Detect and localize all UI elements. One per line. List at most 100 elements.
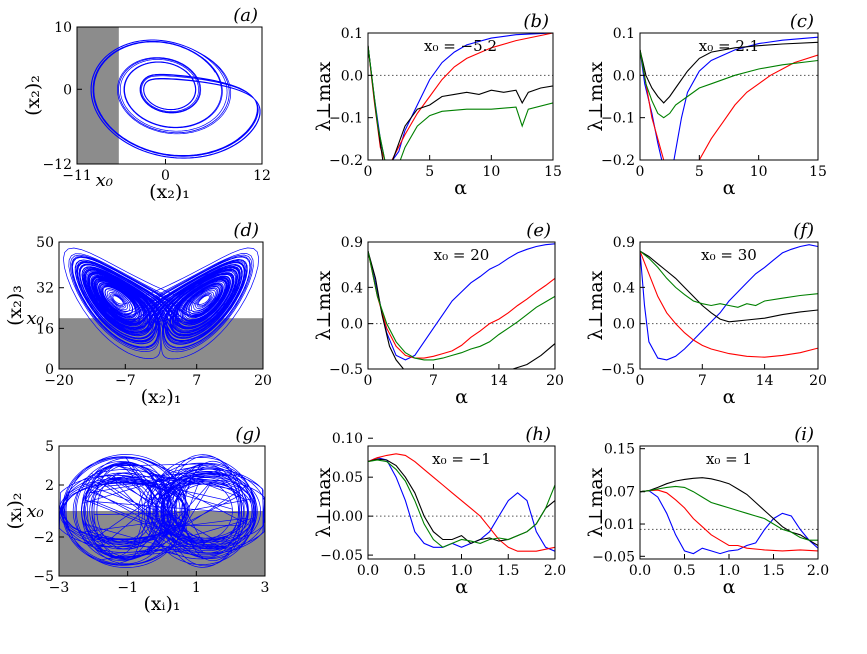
x-tick-label: 0 bbox=[636, 164, 645, 180]
panel-b: x₀ = −5.2 0 5 10 15 0.1 0.0 −0.1 −0.2 α λ⊥max (b) bbox=[313, 11, 562, 199]
x-tick-label: 5 bbox=[425, 164, 434, 180]
x-tick-label: 3 bbox=[261, 580, 270, 596]
panel-c: x₀ = 2.1 0 5 10 15 0.1 0.0 −0.1 −0.2 α λ⊥max (c) bbox=[585, 11, 827, 199]
panel-i: x₀ = 1 0.0 0.5 1.0 1.5 2.0 0.15 0.07 0.01 −0.05 α λ… bbox=[585, 424, 829, 598]
plot-area-d bbox=[59, 247, 263, 369]
panel-tag: (h) bbox=[525, 424, 551, 445]
y-tick-label: 0.10 bbox=[332, 431, 363, 447]
y-tick-label: −5 bbox=[33, 569, 54, 585]
plot-area-a bbox=[77, 27, 261, 164]
panel-tag: (a) bbox=[233, 5, 258, 26]
y-tick-label: 0.07 bbox=[604, 485, 635, 501]
x-tick-label: 14 bbox=[756, 373, 774, 389]
y-axis-label: λ⊥max bbox=[585, 467, 607, 537]
series-line-4 bbox=[640, 485, 818, 541]
y-tick-label: −2 bbox=[33, 530, 54, 546]
attractor-trajectory bbox=[90, 39, 261, 159]
shaded-region bbox=[77, 27, 119, 164]
x-tick-label: 0 bbox=[636, 373, 645, 389]
y-tick-label: 0.4 bbox=[341, 280, 363, 296]
series-line-3 bbox=[640, 477, 818, 546]
y-tick-label: 0.01 bbox=[604, 517, 635, 533]
y-tick-label: 0.9 bbox=[613, 235, 635, 251]
x0-annotation: x₀ = 2.1 bbox=[699, 37, 759, 55]
panel-a: x₀−11 0 12 10 0 −12 (x₂)₁ (x₂)₂ (a) bbox=[22, 5, 271, 203]
x-axis-label: α bbox=[723, 177, 736, 199]
y-tick-label: 0.4 bbox=[613, 280, 635, 296]
y-tick-label: 0.15 bbox=[604, 442, 635, 458]
series-line-4 bbox=[368, 459, 555, 548]
x-axis-label: α bbox=[455, 576, 468, 598]
x-tick-label: 0 bbox=[364, 164, 373, 180]
x-tick-label: 7 bbox=[429, 373, 438, 389]
panel-e: x₀ = 20 0 7 14 20 0.9 0.4 0.0 −0.5 α λ⊥max (e) bbox=[313, 220, 564, 408]
y-tick-label: 50 bbox=[36, 235, 54, 251]
x-tick-label: 1.0 bbox=[718, 563, 740, 579]
x0-annotation: x₀ = −5.2 bbox=[424, 37, 497, 55]
plot-area-e bbox=[368, 243, 555, 369]
y-tick-label: −0.05 bbox=[592, 549, 635, 565]
y-tick-label: −0.5 bbox=[601, 362, 635, 378]
x-tick-label: 1 bbox=[192, 580, 201, 596]
x-tick-label: 0 bbox=[364, 373, 373, 389]
series-line-2 bbox=[640, 49, 818, 160]
x-tick-label: 1.0 bbox=[450, 563, 472, 579]
x-tick-label: 7 bbox=[698, 373, 707, 389]
y-tick-label: 0 bbox=[63, 82, 72, 98]
axes-frame bbox=[367, 241, 556, 370]
x-axis-label: α bbox=[723, 576, 736, 598]
x-axis-label: (xᵢ)₁ bbox=[144, 593, 181, 615]
plot-area-c bbox=[640, 36, 818, 160]
axes-frame bbox=[58, 445, 266, 577]
x-tick-label: 0 bbox=[161, 168, 170, 184]
series-line-4 bbox=[368, 45, 553, 160]
y-tick-label: 0.0 bbox=[613, 317, 635, 333]
x-tick-label: 0.5 bbox=[404, 563, 426, 579]
x-tick-label: 20 bbox=[254, 373, 272, 389]
attractor-trajectory bbox=[59, 454, 265, 568]
y-tick-label: −0.1 bbox=[601, 111, 635, 127]
axes-frame bbox=[58, 241, 264, 370]
x-tick-label: −7 bbox=[115, 373, 136, 389]
x-tick-label: 0.0 bbox=[357, 563, 379, 579]
panel-tag: (f) bbox=[793, 220, 814, 241]
y-axis-label: (xᵢ)₂ bbox=[4, 493, 26, 530]
series-line-2 bbox=[640, 489, 818, 552]
y-axis-label: λ⊥max bbox=[313, 467, 335, 537]
x-tick-label: 15 bbox=[544, 164, 562, 180]
y-axis-label: (x₂)₂ bbox=[22, 75, 44, 116]
y-tick-label: 2 bbox=[45, 478, 54, 494]
y-tick-label: 0.1 bbox=[341, 26, 363, 42]
x-tick-label: 15 bbox=[809, 164, 827, 180]
x-tick-label: 1.5 bbox=[497, 563, 519, 579]
series-line-3 bbox=[368, 45, 553, 160]
panel-tag: (b) bbox=[523, 11, 549, 32]
plot-area-f bbox=[640, 244, 818, 361]
x-tick-label: −1 bbox=[117, 580, 138, 596]
panel-f: x₀ = 30 0 7 14 20 0.9 0.4 0.0 −0.5 α λ⊥max (f) bbox=[585, 220, 827, 408]
y-tick-label: −0.5 bbox=[329, 362, 363, 378]
y-tick-label: −0.2 bbox=[601, 153, 635, 169]
series-line-1 bbox=[640, 490, 818, 555]
series-line-3 bbox=[640, 250, 818, 323]
panel-tag: (d) bbox=[233, 220, 259, 241]
series-line-2 bbox=[368, 453, 555, 552]
x-tick-label: 10 bbox=[750, 164, 768, 180]
series-line-3 bbox=[640, 41, 818, 104]
y-tick-label: −0.05 bbox=[320, 548, 363, 564]
plot-area-h bbox=[368, 453, 555, 552]
series-line-1 bbox=[640, 244, 818, 361]
axes-frame bbox=[76, 26, 263, 165]
x-tick-label: 10 bbox=[482, 164, 500, 180]
x-axis-label: α bbox=[454, 177, 467, 199]
x0-annotation: x₀ = 1 bbox=[706, 450, 752, 468]
x-tick-label: −3 bbox=[49, 580, 70, 596]
series-line-1 bbox=[368, 457, 555, 552]
y-tick-label: 0.1 bbox=[613, 26, 635, 42]
panel-g: x₀ −3 −1 1 3 5 2 −2 −5 (xᵢ)₁ (xᵢ)₂ (g) bbox=[4, 424, 269, 615]
x-tick-label: 0.5 bbox=[673, 563, 695, 579]
x-tick-label: 7 bbox=[192, 373, 201, 389]
panel-tag: (i) bbox=[794, 424, 814, 445]
y-tick-label: 0.0 bbox=[341, 317, 363, 333]
